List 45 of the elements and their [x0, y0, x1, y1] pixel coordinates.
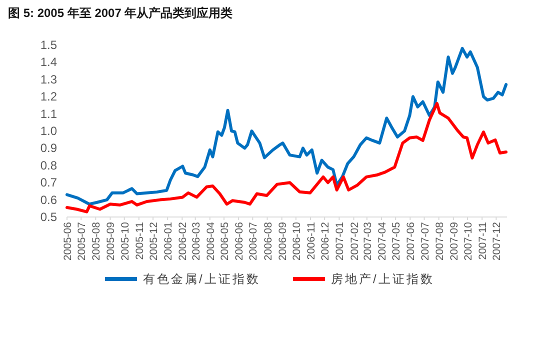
y-tick-label: 1.0: [40, 124, 58, 138]
y-tick-label: 0.7: [40, 176, 58, 190]
x-tick-label: 2006-03: [190, 222, 202, 261]
x-tick-label: 2007-11: [477, 222, 490, 260]
x-tick-label: 2006-07: [248, 222, 260, 261]
x-tick-label: 2006-09: [276, 222, 289, 261]
x-tick-label: 2006-02: [177, 222, 190, 261]
y-tick-label: 1.1: [40, 106, 58, 121]
x-tick-label: 2005-06: [62, 222, 74, 261]
x-tick-label: 2007-01: [334, 222, 346, 261]
x-tick-label: 2007-09: [448, 222, 460, 261]
x-tick-label: 2007-04: [376, 222, 388, 261]
x-tick-label: 2006-12: [320, 222, 332, 261]
y-tick-label: 0.9: [40, 141, 58, 156]
y-tick-label: 1.5: [40, 38, 58, 52]
y-tick-label: 1.4: [40, 55, 58, 70]
x-tick-label: 2005-12: [148, 222, 160, 261]
x-tick-label: 2005-09: [105, 222, 118, 261]
x-tick-label: 2005-10: [119, 222, 132, 261]
x-tick-label: 2005-07: [76, 222, 88, 261]
x-tick-label: 2007-05: [390, 222, 403, 261]
x-tick-label: 2006-08: [262, 222, 274, 261]
x-tick-label: 2007-12: [491, 222, 504, 261]
x-tick-label: 2007-10: [462, 222, 475, 261]
x-tick-label: 2006-10: [290, 222, 303, 261]
chart-title: 图 5: 2005 年至 2007 年从产品类到应用类: [8, 6, 233, 20]
y-tick-label: 1.2: [40, 90, 58, 104]
legend-label: 房地产/上证指数: [331, 272, 434, 286]
x-tick-label: 2007-02: [348, 222, 361, 261]
legend-label: 有色金属/上证指数: [143, 272, 260, 286]
y-tick-label: 0.8: [40, 158, 58, 172]
y-tick-label: 0.6: [40, 192, 58, 207]
x-tick-label: 2005-08: [90, 222, 103, 261]
x-tick-label: 2007-06: [405, 222, 418, 261]
x-tick-label: 2006-11: [306, 222, 318, 260]
y-tick-label: 1.3: [40, 72, 58, 86]
x-tick-label: 2006-01: [162, 222, 175, 261]
x-tick-label: 2005-11: [134, 222, 146, 260]
x-tick-label: 2006-06: [234, 222, 246, 261]
x-tick-label: 2006-04: [204, 222, 217, 261]
y-tick-label: 0.5: [40, 210, 58, 224]
x-tick-label: 2007-07: [419, 222, 432, 261]
x-tick-label: 2006-05: [219, 222, 232, 261]
x-tick-label: 2007-03: [362, 222, 374, 261]
x-tick-label: 2007-08: [434, 222, 446, 261]
